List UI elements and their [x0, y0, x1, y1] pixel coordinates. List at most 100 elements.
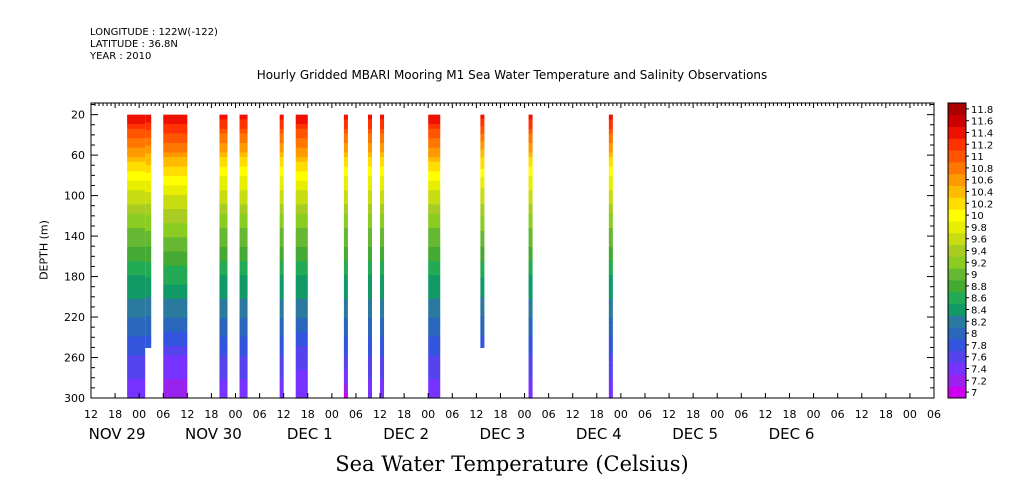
data-segment-6-cell	[295, 317, 308, 324]
data-segment-12-cell	[528, 379, 533, 385]
data-segment-10-cell	[428, 185, 441, 191]
data-segment-11-cell	[480, 300, 485, 306]
data-segment-13-cell	[608, 161, 613, 168]
data-segment-11-cell	[480, 250, 485, 255]
data-segment-9-cell	[380, 128, 385, 135]
data-segment-7-cell	[343, 393, 348, 399]
data-segment-11-cell	[480, 219, 485, 224]
x-tick-label: 06	[253, 408, 267, 421]
data-segment-9-cell	[380, 279, 385, 286]
data-segment-7-cell	[343, 114, 348, 120]
data-segment-6-cell	[295, 128, 308, 135]
data-segment-3-cell	[219, 336, 228, 342]
data-segment-0-cell	[127, 355, 146, 361]
x-tick-label: 18	[686, 408, 700, 421]
data-segment-6-cell	[295, 308, 308, 314]
data-segment-12-cell	[528, 232, 533, 239]
data-segment-4-cell	[239, 185, 248, 191]
data-segment-0-cell	[127, 336, 146, 342]
data-segment-5-cell	[279, 194, 284, 201]
data-segment-2-cell	[163, 265, 188, 272]
x-tick-label: 00	[807, 408, 821, 421]
data-segment-12-cell	[528, 279, 533, 286]
colorbar-swatch	[948, 339, 966, 352]
data-segment-0-cell	[127, 327, 146, 333]
data-segment-1-cell	[145, 312, 152, 317]
data-segment-12-cell	[528, 369, 533, 375]
data-segment-1-cell	[145, 308, 152, 314]
data-segment-0-cell	[127, 176, 146, 182]
data-segment-13-cell	[608, 185, 613, 191]
data-segment-11-cell	[480, 234, 485, 240]
data-segment-0-cell	[127, 124, 146, 130]
data-segment-6-cell	[295, 298, 308, 305]
data-segment-10-cell	[428, 364, 441, 371]
data-segment-13-cell	[608, 374, 613, 380]
data-segment-7-cell	[343, 194, 348, 201]
data-segment-3-cell	[219, 237, 228, 243]
data-segment-12-cell	[528, 194, 533, 201]
data-segment-3-cell	[219, 256, 228, 262]
data-segment-4-cell	[239, 119, 248, 125]
data-segment-9-cell	[380, 388, 385, 394]
data-segment-10-cell	[428, 374, 441, 380]
data-segment-6-cell	[295, 152, 308, 158]
data-segment-12-cell	[528, 171, 533, 177]
colorbar-label: 10.6	[971, 176, 993, 187]
data-segment-13-cell	[608, 232, 613, 239]
data-segment-6-cell	[295, 322, 308, 328]
data-segment-7-cell	[343, 251, 348, 257]
colorbar-swatch	[948, 221, 966, 234]
data-segment-3-cell	[219, 369, 228, 375]
y-tick-label: 300	[64, 392, 85, 405]
data-segment-2-cell	[163, 213, 188, 220]
data-segment-9-cell	[380, 303, 385, 309]
data-segment-3-cell	[219, 331, 228, 338]
data-segment-8-cell	[367, 279, 372, 286]
data-segment-0-cell	[127, 213, 146, 220]
x-day-label: DEC 6	[769, 425, 815, 443]
data-segment-6-cell	[295, 360, 308, 366]
data-segment-4-cell	[239, 284, 248, 290]
data-segment-3-cell	[219, 161, 228, 168]
data-segment-11-cell	[480, 262, 485, 267]
data-segment-4-cell	[239, 350, 248, 357]
data-segment-9-cell	[380, 199, 385, 205]
data-segment-4-cell	[239, 270, 248, 276]
x-tick-label: 18	[590, 408, 604, 421]
data-segment-4-cell	[239, 209, 248, 215]
data-segment-12-cell	[528, 374, 533, 380]
data-segment-13-cell	[608, 312, 613, 319]
y-tick-label: 20	[71, 109, 85, 122]
data-segment-11-cell	[480, 312, 485, 317]
data-segment-8-cell	[367, 265, 372, 272]
data-segment-2-cell	[163, 279, 188, 286]
data-segment-10-cell	[428, 341, 441, 347]
data-segment-7-cell	[343, 256, 348, 262]
data-segment-7-cell	[343, 119, 348, 125]
data-segment-4-cell	[239, 176, 248, 182]
data-segment-0-cell	[127, 369, 146, 375]
data-segment-7-cell	[343, 341, 348, 347]
data-segment-5-cell	[279, 199, 284, 205]
data-segment-0-cell	[127, 232, 146, 239]
data-segment-2-cell	[163, 209, 188, 215]
data-segment-4-cell	[239, 180, 248, 187]
data-segment-8-cell	[367, 317, 372, 324]
data-segment-1-cell	[145, 296, 152, 302]
data-segment-11-cell	[480, 145, 485, 151]
data-segment-11-cell	[480, 188, 485, 193]
data-segment-0-cell	[127, 388, 146, 394]
data-segment-9-cell	[380, 218, 385, 224]
x-tick-label: 12	[566, 408, 580, 421]
data-segment-11-cell	[480, 223, 485, 228]
data-segment-2-cell	[163, 284, 188, 290]
data-segment-8-cell	[367, 379, 372, 385]
data-segment-13-cell	[608, 261, 613, 267]
data-segment-8-cell	[367, 246, 372, 253]
data-segment-6-cell	[295, 350, 308, 357]
data-segment-0-cell	[127, 171, 146, 177]
data-segment-6-cell	[295, 213, 308, 220]
data-segment-3-cell	[219, 364, 228, 371]
data-segment-7-cell	[343, 379, 348, 385]
